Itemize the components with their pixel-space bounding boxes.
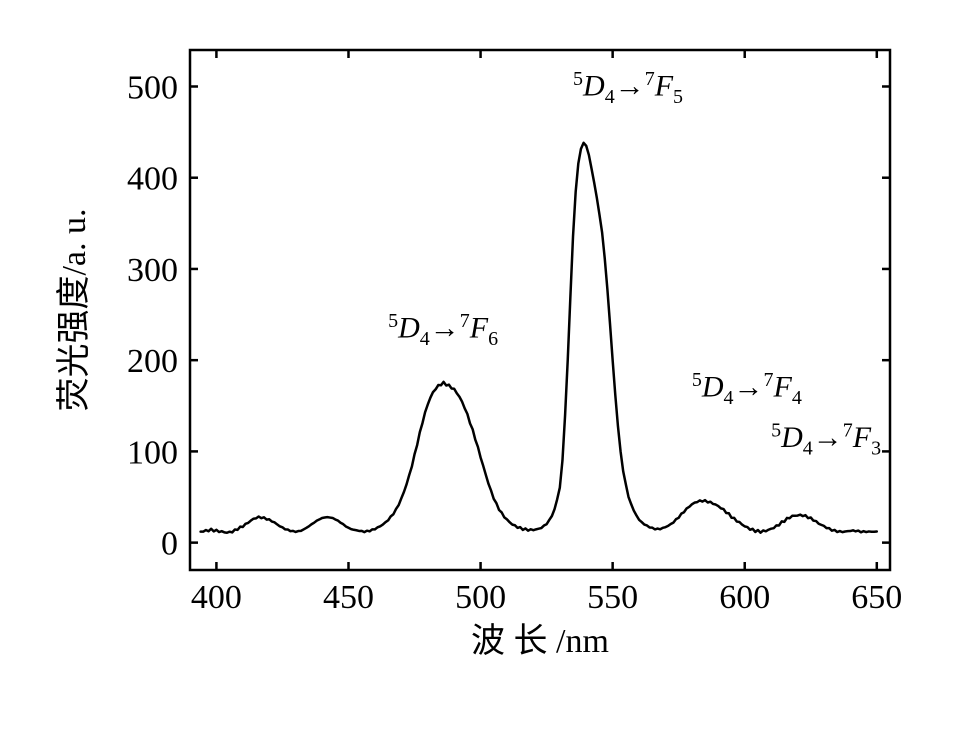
svg-text:600: 600: [719, 579, 770, 616]
svg-text:300: 300: [127, 252, 178, 289]
svg-text:5D4→7F4: 5D4→7F4: [692, 369, 802, 409]
svg-text:5D4→7F6: 5D4→7F6: [388, 310, 498, 350]
transition-annotation: 5D4→7F3: [771, 419, 881, 459]
transition-annotation: 5D4→7F5: [573, 68, 683, 108]
svg-text:400: 400: [127, 161, 178, 198]
svg-text:500: 500: [455, 579, 506, 616]
transition-annotation: 5D4→7F4: [692, 369, 802, 409]
svg-text:0: 0: [161, 526, 178, 563]
svg-text:650: 650: [851, 579, 902, 616]
svg-text:450: 450: [323, 579, 374, 616]
transition-annotation: 5D4→7F6: [388, 310, 498, 350]
svg-text:500: 500: [127, 69, 178, 106]
svg-text:5D4→7F3: 5D4→7F3: [771, 419, 881, 459]
spectrum-chart: 400 450 500 550 600 650 0 100 200 300 400 500 波 长 /n…: [40, 20, 920, 700]
svg-text:100: 100: [127, 434, 178, 471]
svg-text:荧光强度/a. u.: 荧光强度/a. u.: [55, 208, 93, 411]
svg-text:波 长 /nm: 波 长 /nm: [471, 622, 609, 660]
svg-text:550: 550: [587, 579, 638, 616]
svg-text:400: 400: [191, 579, 242, 616]
svg-text:5D4→7F5: 5D4→7F5: [573, 68, 683, 108]
svg-text:200: 200: [127, 343, 178, 380]
